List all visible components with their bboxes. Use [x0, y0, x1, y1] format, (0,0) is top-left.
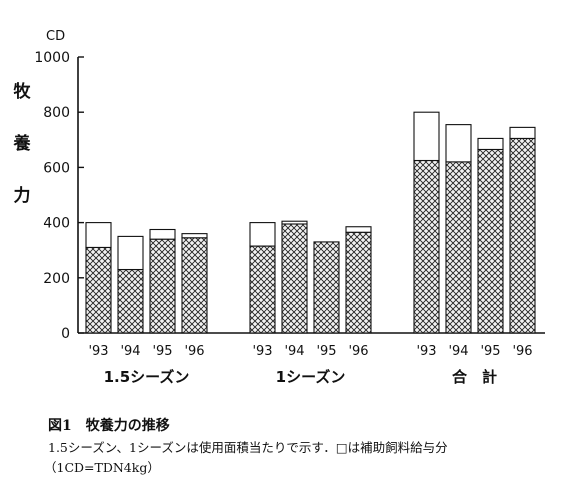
x-tick-label: '93: [252, 344, 272, 359]
bar-segment: [477, 137, 504, 151]
bar-segment: [413, 159, 440, 334]
y-axis-title-char: 養: [13, 133, 31, 154]
y-tick-label: 600: [43, 160, 70, 176]
x-tick-label: '93: [88, 344, 108, 359]
x-tick-label: '96: [184, 344, 204, 359]
bar-segment: [249, 222, 276, 247]
bar-segment: [117, 235, 144, 271]
bar-segment: [181, 233, 208, 239]
bar-segment: [85, 246, 112, 334]
bar-segment: [117, 268, 144, 334]
bar-segment: [509, 126, 536, 139]
figure-caption-note: 1.5シーズン、1シーズンは使用面積当たりで示す．□は補助飼料給与分: [48, 440, 448, 455]
bar-segment: [477, 148, 504, 334]
figure-caption-unit: （1CD=TDN4kg）: [44, 460, 160, 475]
y-axis-title-char: 力: [14, 185, 31, 206]
labels: 0 200 400 600 800 1000 CD 牧養力 '93 '94 '95 '96 1.5シーズ…: [13, 29, 533, 386]
y-tick-label: 1000: [34, 50, 70, 66]
bar-chart: 0 200 400 600 800 1000 CD 牧養力 '93 '94 '95 '96 1.5シーズ…: [13, 29, 545, 386]
x-tick-label: '93: [416, 344, 436, 359]
bar-segment: [313, 241, 340, 334]
y-tick-label: 400: [43, 216, 70, 232]
bar-segment: [249, 245, 276, 334]
bar-segment: [149, 238, 176, 334]
bar-segment: [413, 111, 440, 162]
y-unit-label: CD: [46, 29, 65, 44]
bar-segment: [509, 137, 536, 334]
bar-segment: [149, 228, 176, 240]
y-tick-label: 0: [61, 326, 70, 342]
bar-segment: [281, 220, 308, 225]
axes: [77, 56, 545, 334]
x-tick-label: '94: [284, 344, 304, 359]
x-tick-label: '95: [480, 344, 500, 359]
bar-segment: [85, 222, 112, 248]
figure-caption-title: 図1 牧養力の推移: [48, 418, 170, 434]
group-label: 1.5シーズン: [104, 368, 190, 386]
bar-segment: [281, 223, 308, 334]
x-tick-label: '94: [448, 344, 468, 359]
bar-segment: [181, 237, 208, 334]
bar-segment: [345, 226, 372, 233]
group-label: 1シーズン: [276, 368, 346, 386]
group-label: 合 計: [451, 368, 497, 386]
y-tick-label: 200: [43, 271, 70, 287]
x-tick-label: '95: [152, 344, 172, 359]
bar-segment: [445, 124, 472, 163]
bar-segment: [345, 231, 372, 334]
x-tick-label: '94: [120, 344, 140, 359]
bars: [85, 111, 536, 334]
x-tick-label: '96: [512, 344, 532, 359]
y-axis-title-char: 牧: [14, 81, 32, 102]
x-tick-label: '95: [316, 344, 336, 359]
x-tick-label: '96: [348, 344, 368, 359]
y-tick-label: 800: [43, 105, 70, 121]
bar-segment: [445, 161, 472, 334]
